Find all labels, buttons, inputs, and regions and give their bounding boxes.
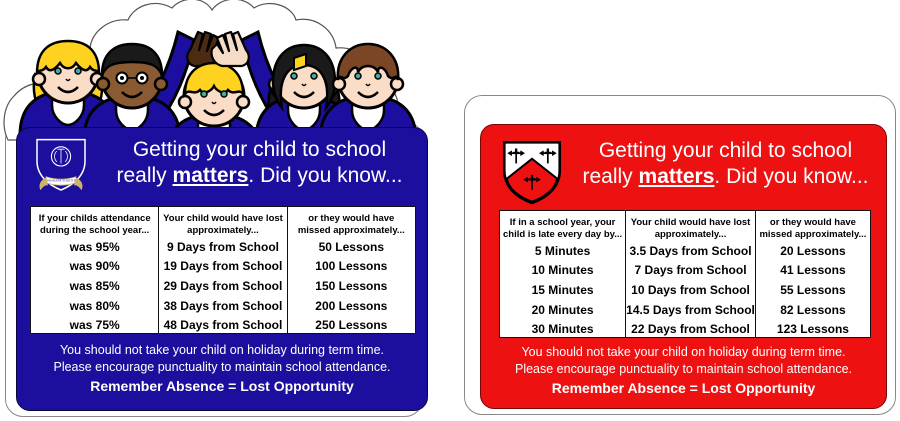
svg-text:LABORARE FORTITER: LABORARE FORTITER (44, 179, 79, 183)
